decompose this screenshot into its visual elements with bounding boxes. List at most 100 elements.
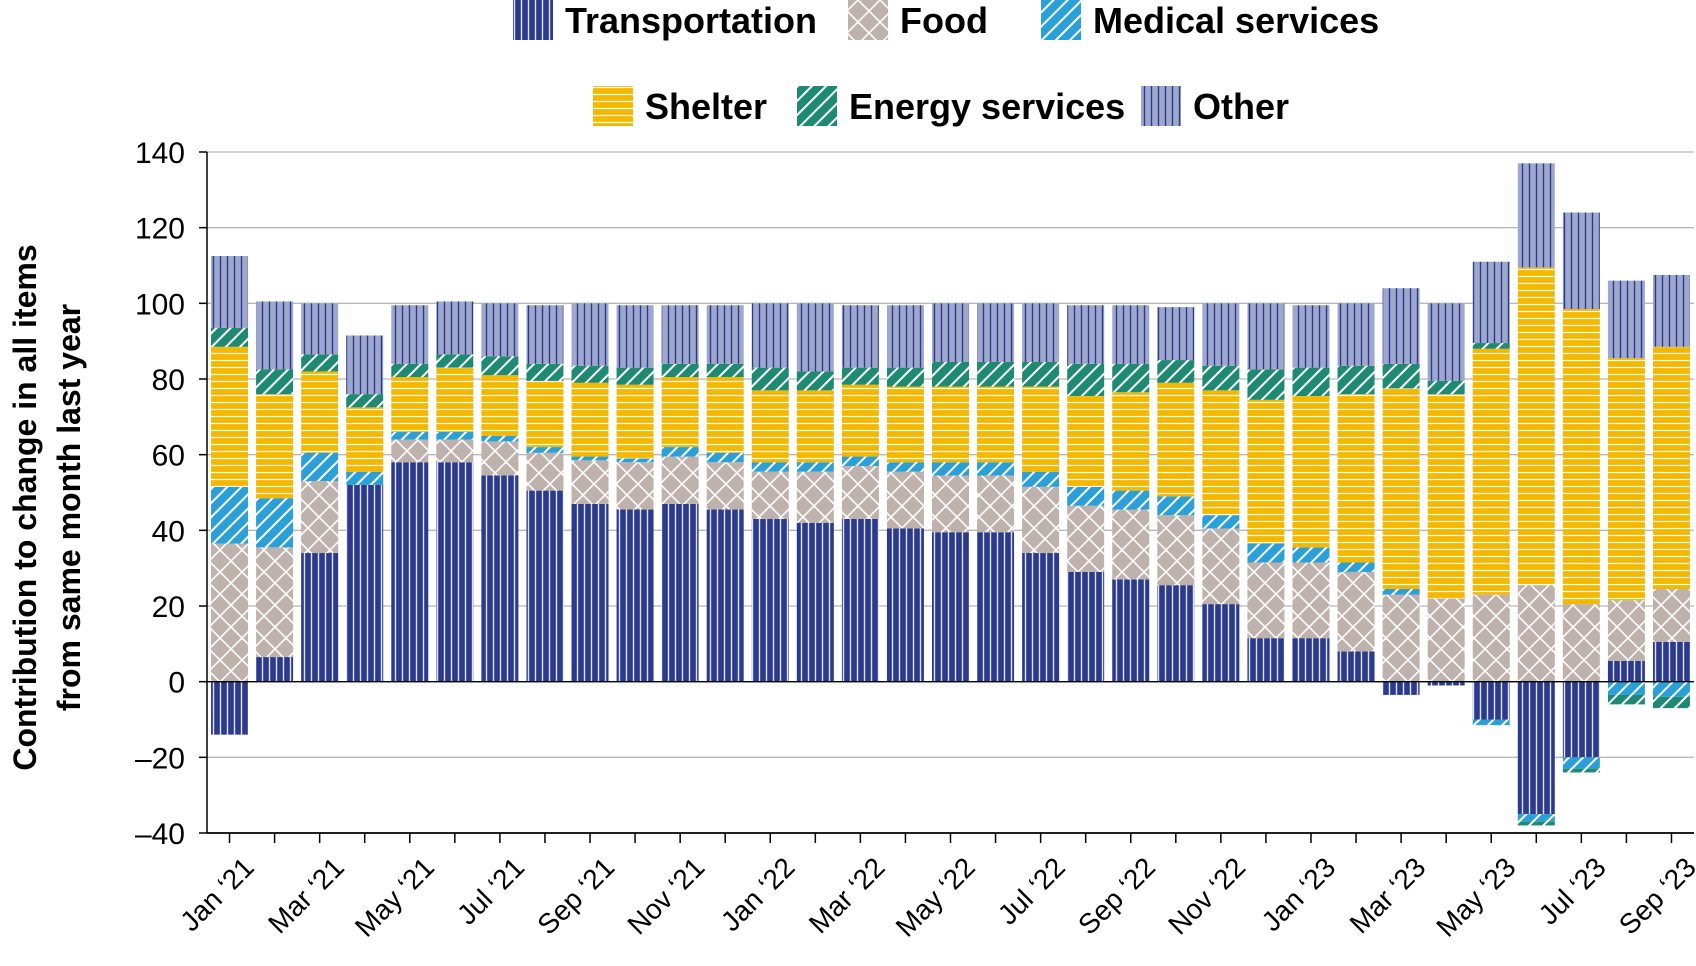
bar-other xyxy=(256,301,294,370)
y-tick-label: –20 xyxy=(135,742,185,775)
bar-energy-services xyxy=(751,367,789,391)
bar-food xyxy=(1247,562,1285,639)
bar-shelter xyxy=(886,386,924,463)
legend-swatch-transportation xyxy=(513,0,553,40)
bar-food xyxy=(841,466,879,519)
bar-shelter xyxy=(436,367,474,432)
y-tick-label: 100 xyxy=(135,288,185,321)
bar-medical-services xyxy=(1247,543,1285,563)
legend-item-shelter: Shelter xyxy=(593,86,767,127)
bar-other xyxy=(436,301,474,355)
bar-transportation xyxy=(526,490,564,682)
bar-transportation xyxy=(1112,579,1150,682)
bar-other xyxy=(1517,163,1555,268)
y-tick-label: 40 xyxy=(152,515,185,548)
bar-transportation xyxy=(706,509,744,682)
bar-food xyxy=(1427,598,1465,682)
bar-medical-services xyxy=(256,498,294,548)
bar-shelter xyxy=(841,384,879,457)
bar-food xyxy=(391,439,429,463)
bar-energy-services xyxy=(1382,363,1420,389)
bar-medical-services xyxy=(211,486,249,544)
bar-group-feb-23 xyxy=(1337,303,1375,682)
y-tick-label: 80 xyxy=(152,364,185,397)
bar-transportation xyxy=(391,462,429,682)
bar-food xyxy=(571,460,609,504)
bar-transportation xyxy=(1382,681,1420,695)
bar-food xyxy=(1607,600,1645,661)
legend-swatch-medical-services xyxy=(1041,0,1081,40)
bar-food xyxy=(526,452,564,491)
x-tick-label: May ‘22 xyxy=(890,851,981,942)
bar-medical-services xyxy=(751,462,789,472)
bar-shelter xyxy=(977,386,1015,463)
bar-shelter xyxy=(1472,348,1510,595)
bar-group-nov-21 xyxy=(661,305,699,682)
legend-item-other: Other xyxy=(1141,86,1289,127)
bar-group-apr-23 xyxy=(1427,303,1465,686)
bar-shelter xyxy=(1562,309,1600,605)
bar-shelter xyxy=(1427,394,1465,599)
legend-label-other: Other xyxy=(1193,86,1289,127)
bar-group-apr-22 xyxy=(886,305,924,682)
bar-medical-services xyxy=(526,447,564,453)
bar-other xyxy=(1157,307,1195,361)
bars xyxy=(211,163,1690,826)
bar-transportation xyxy=(1292,638,1330,682)
bar-food xyxy=(1022,486,1060,554)
bar-shelter xyxy=(571,382,609,457)
bar-shelter xyxy=(1067,396,1105,487)
bar-transportation xyxy=(1517,681,1555,815)
bar-energy-services xyxy=(1517,821,1555,826)
bar-transportation xyxy=(1472,681,1510,720)
x-tick-label: Jan ‘21 xyxy=(174,851,260,937)
bar-energy-services xyxy=(1247,369,1285,400)
y-tick-labels: –40 –20 0 20 40 60 80 100 120 140 xyxy=(135,137,185,851)
legend-item-food: Food xyxy=(848,0,988,41)
bar-food xyxy=(661,456,699,504)
bar-medical-services xyxy=(1157,496,1195,516)
bar-group-may-23 xyxy=(1472,261,1510,726)
bar-energy-services xyxy=(1022,361,1060,387)
x-tick-label: May ‘21 xyxy=(349,851,440,942)
bar-food xyxy=(1112,509,1150,580)
y-axis-label-line: from same month last year xyxy=(51,304,87,711)
legend-swatch-energy-services xyxy=(797,86,837,126)
bar-other xyxy=(1022,303,1060,362)
x-tick-label: Jul ‘23 xyxy=(1533,851,1612,930)
bar-other xyxy=(1607,280,1645,359)
bar-food xyxy=(301,481,339,554)
bar-shelter xyxy=(1517,267,1555,586)
bar-other xyxy=(841,305,879,368)
y-tick-label: 20 xyxy=(152,591,185,624)
bar-energy-services xyxy=(977,361,1015,387)
bar-energy-services xyxy=(886,367,924,387)
x-tick-label: Mar ‘22 xyxy=(803,851,891,939)
bar-food xyxy=(1652,588,1690,642)
bar-shelter xyxy=(1652,346,1690,589)
x-tick-label: Sep ‘22 xyxy=(1072,851,1161,940)
bar-transportation xyxy=(301,553,339,682)
bar-group-jan-22 xyxy=(751,303,789,682)
x-tick-label: Sep ‘23 xyxy=(1613,851,1696,940)
bar-group-aug-23 xyxy=(1607,280,1645,705)
bar-medical-services xyxy=(796,462,834,472)
bar-food xyxy=(706,462,744,510)
y-axis-label: Contribution to change in all items from … xyxy=(7,244,87,770)
bar-energy-services xyxy=(256,369,294,395)
bar-energy-services xyxy=(346,394,384,408)
bar-other xyxy=(661,305,699,364)
x-tick-label: Nov ‘21 xyxy=(621,851,710,940)
bar-food xyxy=(1292,562,1330,639)
bar-other xyxy=(706,305,744,364)
legend-label-energy-services: Energy services xyxy=(849,86,1125,127)
bar-shelter xyxy=(1382,388,1420,589)
bar-medical-services xyxy=(932,462,969,476)
bar-group-oct-22 xyxy=(1157,307,1195,682)
bar-food xyxy=(436,439,474,463)
bar-group-feb-22 xyxy=(796,303,834,682)
bar-group-jul-21 xyxy=(481,303,519,682)
bar-food xyxy=(481,441,519,476)
bar-group-nov-22 xyxy=(1202,303,1240,682)
